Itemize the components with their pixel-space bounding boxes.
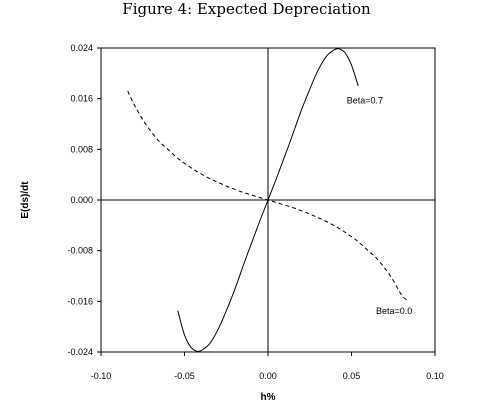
y-axis-label: E(ds)/dt [20,181,31,219]
y-axis-ticks: 0.024 0.016 0.008 0.000 -0.008 -0.016 -0.024 [67,43,101,357]
chart-title: Figure 4: Expected Depreciation [122,0,371,18]
annotations: Beta=0.7 Beta=0.0 [347,96,413,316]
series-lines [127,48,409,352]
series-annotation: Beta=0.0 [376,306,412,316]
x-tick-label: -0.10 [91,371,112,381]
x-tick-label: 0.10 [426,371,444,381]
series-line-beta-0-0 [127,90,409,302]
series-annotation: Beta=0.7 [347,96,383,106]
y-tick-label: 0.008 [70,144,93,154]
y-tick-label: 0.024 [70,43,93,53]
y-tick-label: 0.016 [70,94,93,104]
y-tick-label: -0.008 [67,246,93,256]
y-tick-label: 0.000 [70,195,93,205]
x-tick-label: 0.00 [259,371,277,381]
y-tick-label: -0.016 [67,296,93,306]
x-tick-label: 0.05 [343,371,361,381]
x-axis-label: h% [261,392,276,403]
y-tick-label: -0.024 [67,347,93,357]
x-axis-ticks: -0.10 -0.05 0.00 0.05 0.10 [91,352,444,381]
x-tick-label: -0.05 [174,371,195,381]
